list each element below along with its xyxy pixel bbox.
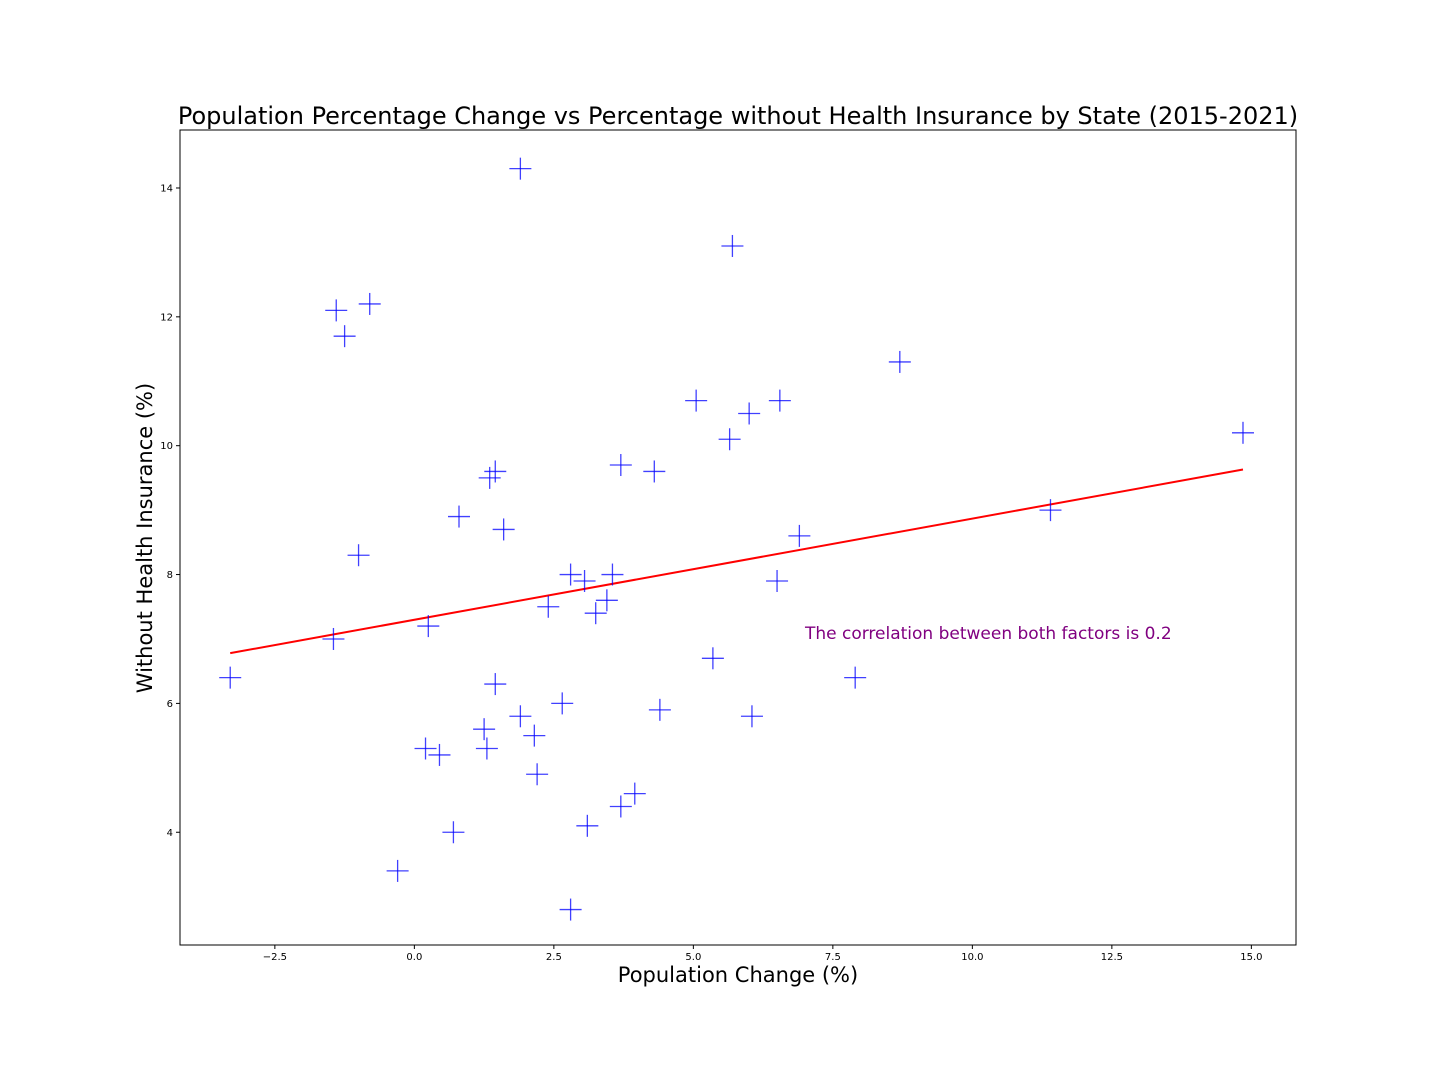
data-point [740,705,763,728]
x-tick-label: 10.0 [961,952,983,963]
data-point [537,595,560,618]
data-point [595,589,618,612]
data-point [347,544,370,567]
data-point [484,460,507,483]
data-point [888,350,911,373]
data-points [219,157,1254,921]
plot-area [179,129,1297,946]
x-tick-label: −2.5 [263,952,287,963]
data-point [701,647,724,670]
y-tick-label: 14 [160,183,173,194]
data-point [648,698,671,721]
data-point [643,460,666,483]
data-point [576,814,599,837]
data-point [685,389,708,412]
data-point [414,737,437,760]
x-tick-label: 0.0 [406,952,422,963]
data-point [526,763,549,786]
data-point [573,569,596,592]
data-point [623,782,646,805]
data-point [322,627,345,650]
data-point [428,743,451,766]
data-point [473,718,496,741]
data-point [601,563,624,586]
x-tick-label: 7.5 [825,952,841,963]
x-tick-label: 15.0 [1240,952,1262,963]
data-point [523,724,546,747]
data-point [492,518,515,541]
correlation-annotation: The correlation between both factors is … [804,624,1172,644]
y-tick-label: 12 [160,312,173,323]
y-axis-label: Without Health Insurance (%) [133,383,157,693]
data-point [766,569,789,592]
x-tick-label: 12.5 [1101,952,1123,963]
x-tick-label: 5.0 [685,952,701,963]
data-point [609,795,632,818]
data-point [551,692,574,715]
data-point [844,666,867,689]
data-point [1231,421,1254,444]
data-point [768,389,791,412]
y-tick-label: 6 [167,699,173,710]
data-point [478,466,501,489]
data-point [509,157,532,180]
data-point [721,234,744,257]
data-point [584,602,607,625]
data-point [609,454,632,477]
data-point [333,325,356,348]
data-point [475,737,498,760]
x-axis-ticks: −2.5 0.0 2.5 5.0 7.5 10.0 12.5 15.0 [263,945,1262,963]
chart-title: Population Percentage Change vs Percenta… [178,102,1298,130]
data-point [559,563,582,586]
data-point [442,821,465,844]
data-point [738,402,761,425]
y-tick-label: 8 [167,570,173,581]
regression-line-group [230,468,1244,655]
data-point [559,898,582,921]
data-point [325,299,348,322]
data-point [358,292,381,315]
data-point [484,673,507,696]
data-point [448,505,470,528]
y-tick-label: 4 [167,828,173,839]
regression-line [230,468,1244,655]
data-point [788,524,811,547]
data-point [386,859,409,882]
x-tick-label: 2.5 [546,952,562,963]
y-axis-ticks: 4 6 8 10 12 14 [160,183,180,839]
x-axis-label: Population Change (%) [618,963,858,987]
y-tick-label: 10 [160,441,173,452]
data-point [219,666,242,689]
data-point [509,705,532,728]
data-point [1039,499,1062,522]
data-point [417,615,440,638]
data-point [718,428,741,451]
